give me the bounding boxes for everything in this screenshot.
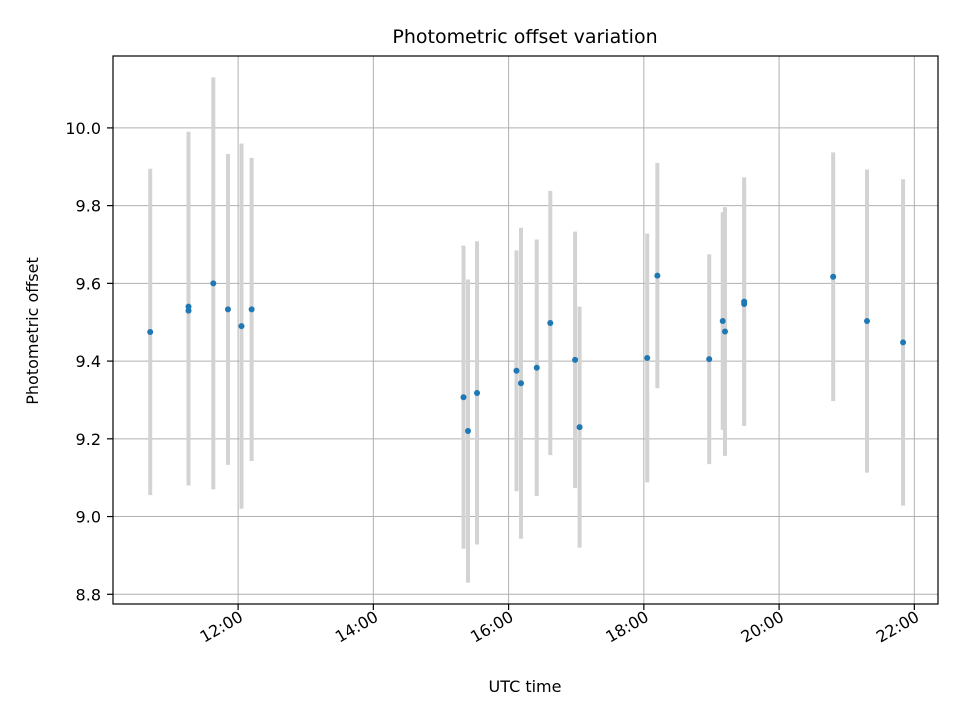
y-tick-label: 10.0 bbox=[65, 119, 101, 138]
data-point bbox=[248, 306, 255, 313]
data-point bbox=[572, 356, 579, 363]
data-point bbox=[224, 306, 231, 313]
y-tick-label: 9.6 bbox=[76, 274, 101, 293]
data-point bbox=[465, 428, 472, 435]
data-point bbox=[460, 394, 467, 401]
plot-area-frame bbox=[112, 55, 939, 605]
data-point bbox=[533, 364, 540, 371]
y-axis-ticks: 8.8 9.0 9.2 9.4 9.6 9.8 10.0 bbox=[65, 119, 113, 604]
data-point bbox=[576, 424, 583, 431]
y-tick-label: 9.8 bbox=[76, 197, 101, 216]
data-points bbox=[147, 272, 907, 435]
data-point bbox=[474, 389, 481, 396]
data-point bbox=[654, 272, 661, 279]
data-point bbox=[830, 273, 837, 280]
data-point bbox=[513, 367, 520, 374]
data-point bbox=[185, 307, 192, 314]
data-point bbox=[706, 356, 713, 363]
data-point bbox=[721, 328, 728, 335]
y-axis-title: Photometric offset bbox=[23, 257, 42, 405]
data-point bbox=[147, 328, 154, 335]
data-point bbox=[719, 318, 726, 325]
x-axis-title: UTC time bbox=[489, 677, 562, 696]
y-tick-label: 8.8 bbox=[76, 585, 101, 604]
y-tick-label: 9.4 bbox=[76, 352, 101, 371]
data-point bbox=[517, 380, 524, 387]
y-tick-label: 9.0 bbox=[76, 508, 101, 527]
data-point bbox=[900, 339, 907, 346]
data-point bbox=[547, 320, 554, 327]
data-point bbox=[210, 280, 217, 287]
chart-title: Photometric offset variation bbox=[392, 26, 657, 48]
y-tick-label: 9.2 bbox=[76, 430, 101, 449]
data-point bbox=[863, 318, 870, 325]
data-point bbox=[644, 354, 651, 361]
data-point bbox=[741, 300, 748, 307]
data-point bbox=[238, 323, 245, 330]
